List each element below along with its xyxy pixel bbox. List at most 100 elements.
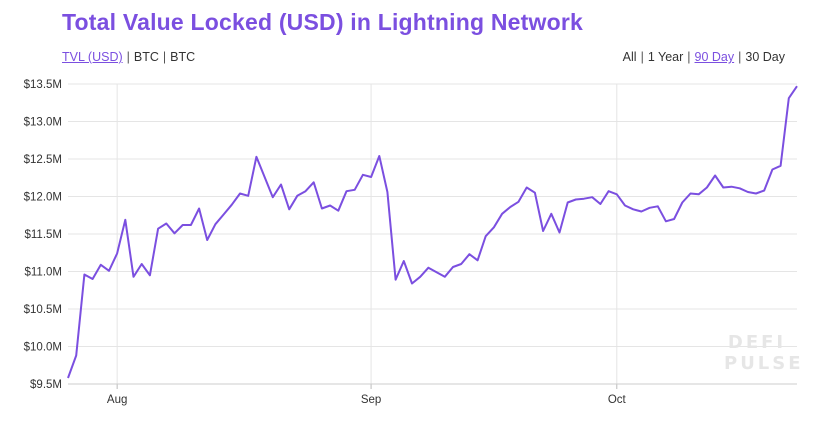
data-point[interactable] bbox=[795, 84, 800, 89]
data-point[interactable] bbox=[270, 195, 275, 200]
data-point[interactable] bbox=[418, 274, 423, 279]
data-point[interactable] bbox=[410, 281, 415, 286]
watermark-line-1: DEFI bbox=[727, 332, 787, 353]
data-point[interactable] bbox=[401, 259, 406, 264]
data-point[interactable] bbox=[713, 173, 718, 178]
data-point[interactable] bbox=[704, 185, 709, 190]
range-all[interactable]: All bbox=[622, 50, 637, 64]
data-point[interactable] bbox=[106, 268, 111, 273]
data-point[interactable] bbox=[606, 189, 611, 194]
data-point[interactable] bbox=[360, 172, 365, 177]
data-point[interactable] bbox=[278, 182, 283, 187]
data-point[interactable] bbox=[434, 270, 439, 275]
data-point[interactable] bbox=[573, 197, 578, 202]
data-point[interactable] bbox=[483, 234, 488, 239]
data-point[interactable] bbox=[74, 353, 79, 358]
data-point[interactable] bbox=[778, 163, 783, 168]
data-point[interactable] bbox=[541, 229, 546, 234]
data-point[interactable] bbox=[205, 238, 210, 243]
data-point[interactable] bbox=[729, 184, 734, 189]
data-point[interactable] bbox=[287, 207, 292, 212]
data-point[interactable] bbox=[352, 187, 357, 192]
data-point[interactable] bbox=[254, 154, 259, 159]
data-point[interactable] bbox=[238, 191, 243, 196]
data-point[interactable] bbox=[213, 222, 218, 227]
data-point[interactable] bbox=[647, 205, 652, 210]
data-point[interactable] bbox=[393, 277, 398, 282]
data-point[interactable] bbox=[631, 207, 636, 212]
toggle-btc-secondary[interactable]: BTC bbox=[170, 50, 196, 64]
data-point[interactable] bbox=[221, 212, 226, 217]
data-point[interactable] bbox=[754, 191, 759, 196]
data-point[interactable] bbox=[508, 205, 513, 210]
data-point[interactable] bbox=[639, 209, 644, 214]
data-point[interactable] bbox=[475, 258, 480, 263]
data-point[interactable] bbox=[770, 167, 775, 172]
data-point[interactable] bbox=[680, 200, 685, 205]
data-point[interactable] bbox=[156, 226, 161, 231]
data-point[interactable] bbox=[737, 186, 742, 191]
data-point[interactable] bbox=[328, 203, 333, 208]
data-point[interactable] bbox=[672, 217, 677, 222]
range-30-day[interactable]: 30 Day bbox=[745, 50, 785, 64]
data-point[interactable] bbox=[319, 206, 324, 211]
data-point[interactable] bbox=[622, 203, 627, 208]
data-point[interactable] bbox=[565, 200, 570, 205]
data-point[interactable] bbox=[90, 277, 95, 282]
data-point[interactable] bbox=[582, 196, 587, 201]
data-point[interactable] bbox=[688, 191, 693, 196]
data-point[interactable] bbox=[598, 202, 603, 207]
data-point[interactable] bbox=[131, 274, 136, 279]
data-point[interactable] bbox=[262, 175, 267, 180]
separator: | bbox=[162, 50, 167, 64]
data-point[interactable] bbox=[336, 208, 341, 213]
data-point[interactable] bbox=[344, 189, 349, 194]
data-point[interactable] bbox=[491, 225, 496, 230]
data-point[interactable] bbox=[450, 265, 455, 270]
data-point[interactable] bbox=[532, 190, 537, 195]
data-point[interactable] bbox=[180, 223, 185, 228]
data-point[interactable] bbox=[139, 262, 144, 267]
data-point[interactable] bbox=[303, 189, 308, 194]
data-point[interactable] bbox=[696, 192, 701, 197]
data-point[interactable] bbox=[147, 273, 152, 278]
toggle-btc[interactable]: BTC bbox=[133, 50, 159, 64]
data-point[interactable] bbox=[549, 211, 554, 216]
data-point[interactable] bbox=[762, 188, 767, 193]
data-point[interactable] bbox=[655, 204, 660, 209]
data-point[interactable] bbox=[524, 185, 529, 190]
data-point[interactable] bbox=[66, 376, 71, 381]
range-1-year[interactable]: 1 Year bbox=[647, 50, 684, 64]
data-point[interactable] bbox=[295, 193, 300, 198]
data-point[interactable] bbox=[311, 180, 316, 185]
range-90-day[interactable]: 90 Day bbox=[694, 50, 735, 64]
data-point[interactable] bbox=[442, 274, 447, 279]
data-point[interactable] bbox=[426, 265, 431, 270]
toggle-tvl-usd[interactable]: TVL (USD) bbox=[62, 50, 123, 64]
data-point[interactable] bbox=[172, 231, 177, 236]
data-point[interactable] bbox=[115, 251, 120, 256]
y-tick-label: $9.5M bbox=[30, 379, 62, 391]
data-point[interactable] bbox=[663, 219, 668, 224]
data-point[interactable] bbox=[123, 217, 128, 222]
data-point[interactable] bbox=[246, 193, 251, 198]
data-point[interactable] bbox=[164, 221, 169, 226]
data-point[interactable] bbox=[467, 252, 472, 257]
data-point[interactable] bbox=[590, 195, 595, 200]
data-point[interactable] bbox=[98, 262, 103, 267]
data-point[interactable] bbox=[459, 262, 464, 267]
data-point[interactable] bbox=[377, 154, 382, 159]
data-point[interactable] bbox=[385, 190, 390, 195]
data-point[interactable] bbox=[614, 192, 619, 197]
data-point[interactable] bbox=[369, 175, 374, 180]
data-point[interactable] bbox=[721, 185, 726, 190]
data-point[interactable] bbox=[188, 223, 193, 228]
data-point[interactable] bbox=[197, 206, 202, 211]
data-point[interactable] bbox=[229, 202, 234, 207]
data-point[interactable] bbox=[500, 211, 505, 216]
data-point[interactable] bbox=[516, 199, 521, 204]
data-point[interactable] bbox=[745, 190, 750, 195]
data-point[interactable] bbox=[82, 272, 87, 277]
data-point[interactable] bbox=[557, 230, 562, 235]
data-point[interactable] bbox=[786, 96, 791, 101]
